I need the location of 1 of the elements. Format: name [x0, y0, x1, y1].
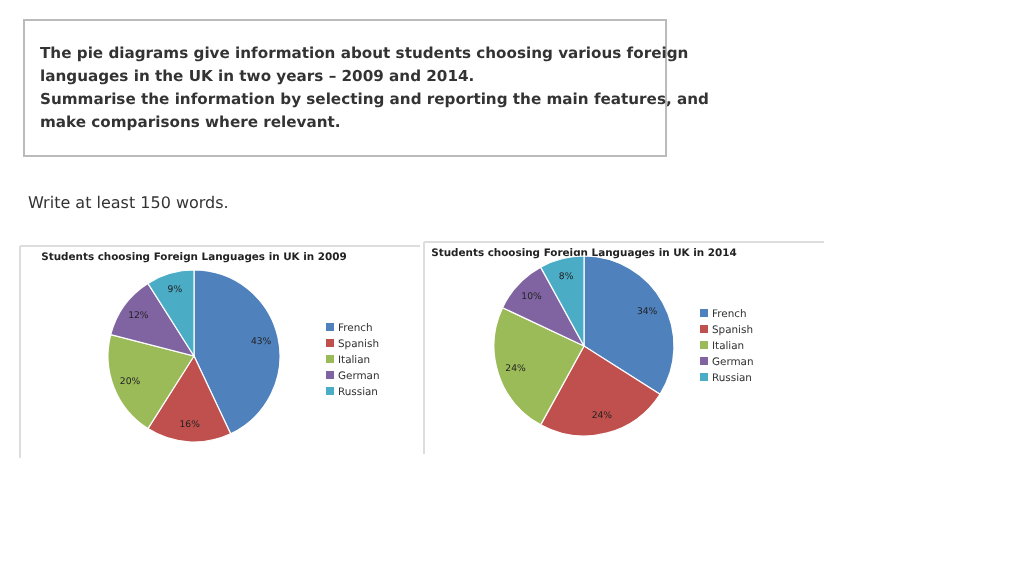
- text: Write at least 150 words.: [28, 194, 229, 212]
